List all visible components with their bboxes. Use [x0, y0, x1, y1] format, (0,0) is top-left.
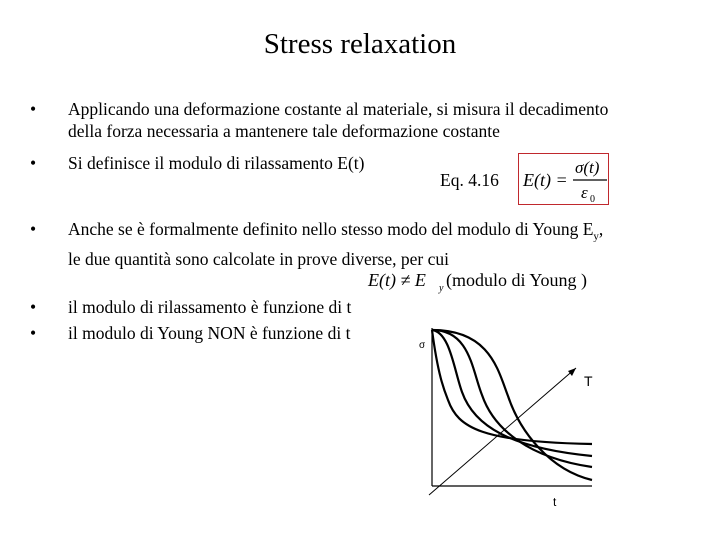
bullet-1-line-2: della forza necessaria a mantenere tale …: [68, 121, 500, 141]
bullet-marker: •: [30, 297, 37, 317]
bullet-marker: •: [30, 99, 37, 119]
inequality-lhs: E(t) ≠ E: [367, 270, 426, 291]
temperature-label: T: [584, 373, 593, 389]
graph-y-label: σ: [419, 340, 426, 351]
relaxation-curve-1: [430, 329, 593, 446]
inequality-sub: y: [438, 283, 444, 294]
graph-x-label: t: [553, 495, 557, 509]
bullet-item-5: • il modulo di Young NON è funzione di t: [30, 322, 350, 344]
inequality-paren: (modulo di Young ): [446, 270, 587, 291]
bullet-item-4: • il modulo di rilassamento è funzione d…: [30, 296, 351, 318]
relaxation-curve-4: [431, 328, 593, 482]
bullet-5-line-1: il modulo di Young NON è funzione di t: [68, 323, 351, 343]
formula-denominator: ε: [581, 183, 588, 202]
temperature-arrowhead: [568, 368, 576, 376]
bullet-item-3: • Anche se è formalmente definito nello …: [30, 218, 603, 270]
bullet-1-line-1: Applicando una deformazione costante al …: [68, 99, 609, 119]
equation-box: [518, 153, 609, 205]
equation-label: Eq. 4.16: [440, 170, 499, 190]
temperature-arrow-line: [428, 367, 577, 496]
formula-lhs: E(t) =: [522, 170, 568, 191]
bullet-marker: •: [30, 323, 37, 343]
young-subscript: y: [593, 230, 599, 243]
bullet-3-line-1: Anche se è formalmente definito nello st…: [68, 219, 604, 243]
relaxation-modulus-formula: E(t) = σ(t) ε 0: [522, 158, 607, 205]
slide-title: Stress relaxation: [263, 28, 457, 60]
inequality-formula: E(t) ≠ E y (modulo di Young ): [367, 270, 587, 294]
bullet-marker: •: [30, 219, 37, 239]
relaxation-curves-graph: σ T t: [419, 328, 593, 509]
formula-numerator: σ(t): [575, 158, 600, 177]
bullet-2-line-1: Si definisce il modulo di rilassamento E…: [68, 153, 365, 173]
bullet-marker: •: [30, 153, 37, 173]
formula-denominator-sub: 0: [590, 194, 595, 205]
bullet-item-1: • Applicando una deformazione costante a…: [30, 98, 608, 142]
bullet-item-2: • Si definisce il modulo di rilassamento…: [30, 152, 364, 174]
bullet-3-line-2: le due quantità sono calcolate in prove …: [68, 248, 449, 269]
bullet-4-line-1: il modulo di rilassamento è funzione di …: [68, 297, 352, 317]
relaxation-curve-3: [431, 328, 593, 469]
